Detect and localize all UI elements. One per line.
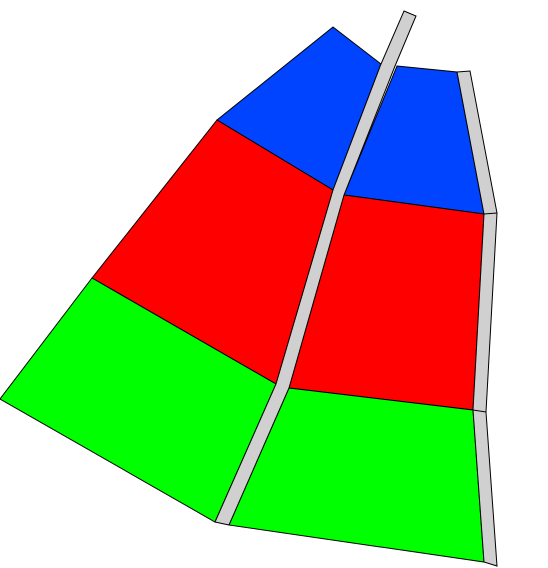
- right-strip-joint-lower: [472, 409, 487, 413]
- right-strip-joint-upper: [483, 212, 498, 215]
- center-divider-strip: [214, 10, 417, 526]
- right-edge-strip: [456, 70, 498, 567]
